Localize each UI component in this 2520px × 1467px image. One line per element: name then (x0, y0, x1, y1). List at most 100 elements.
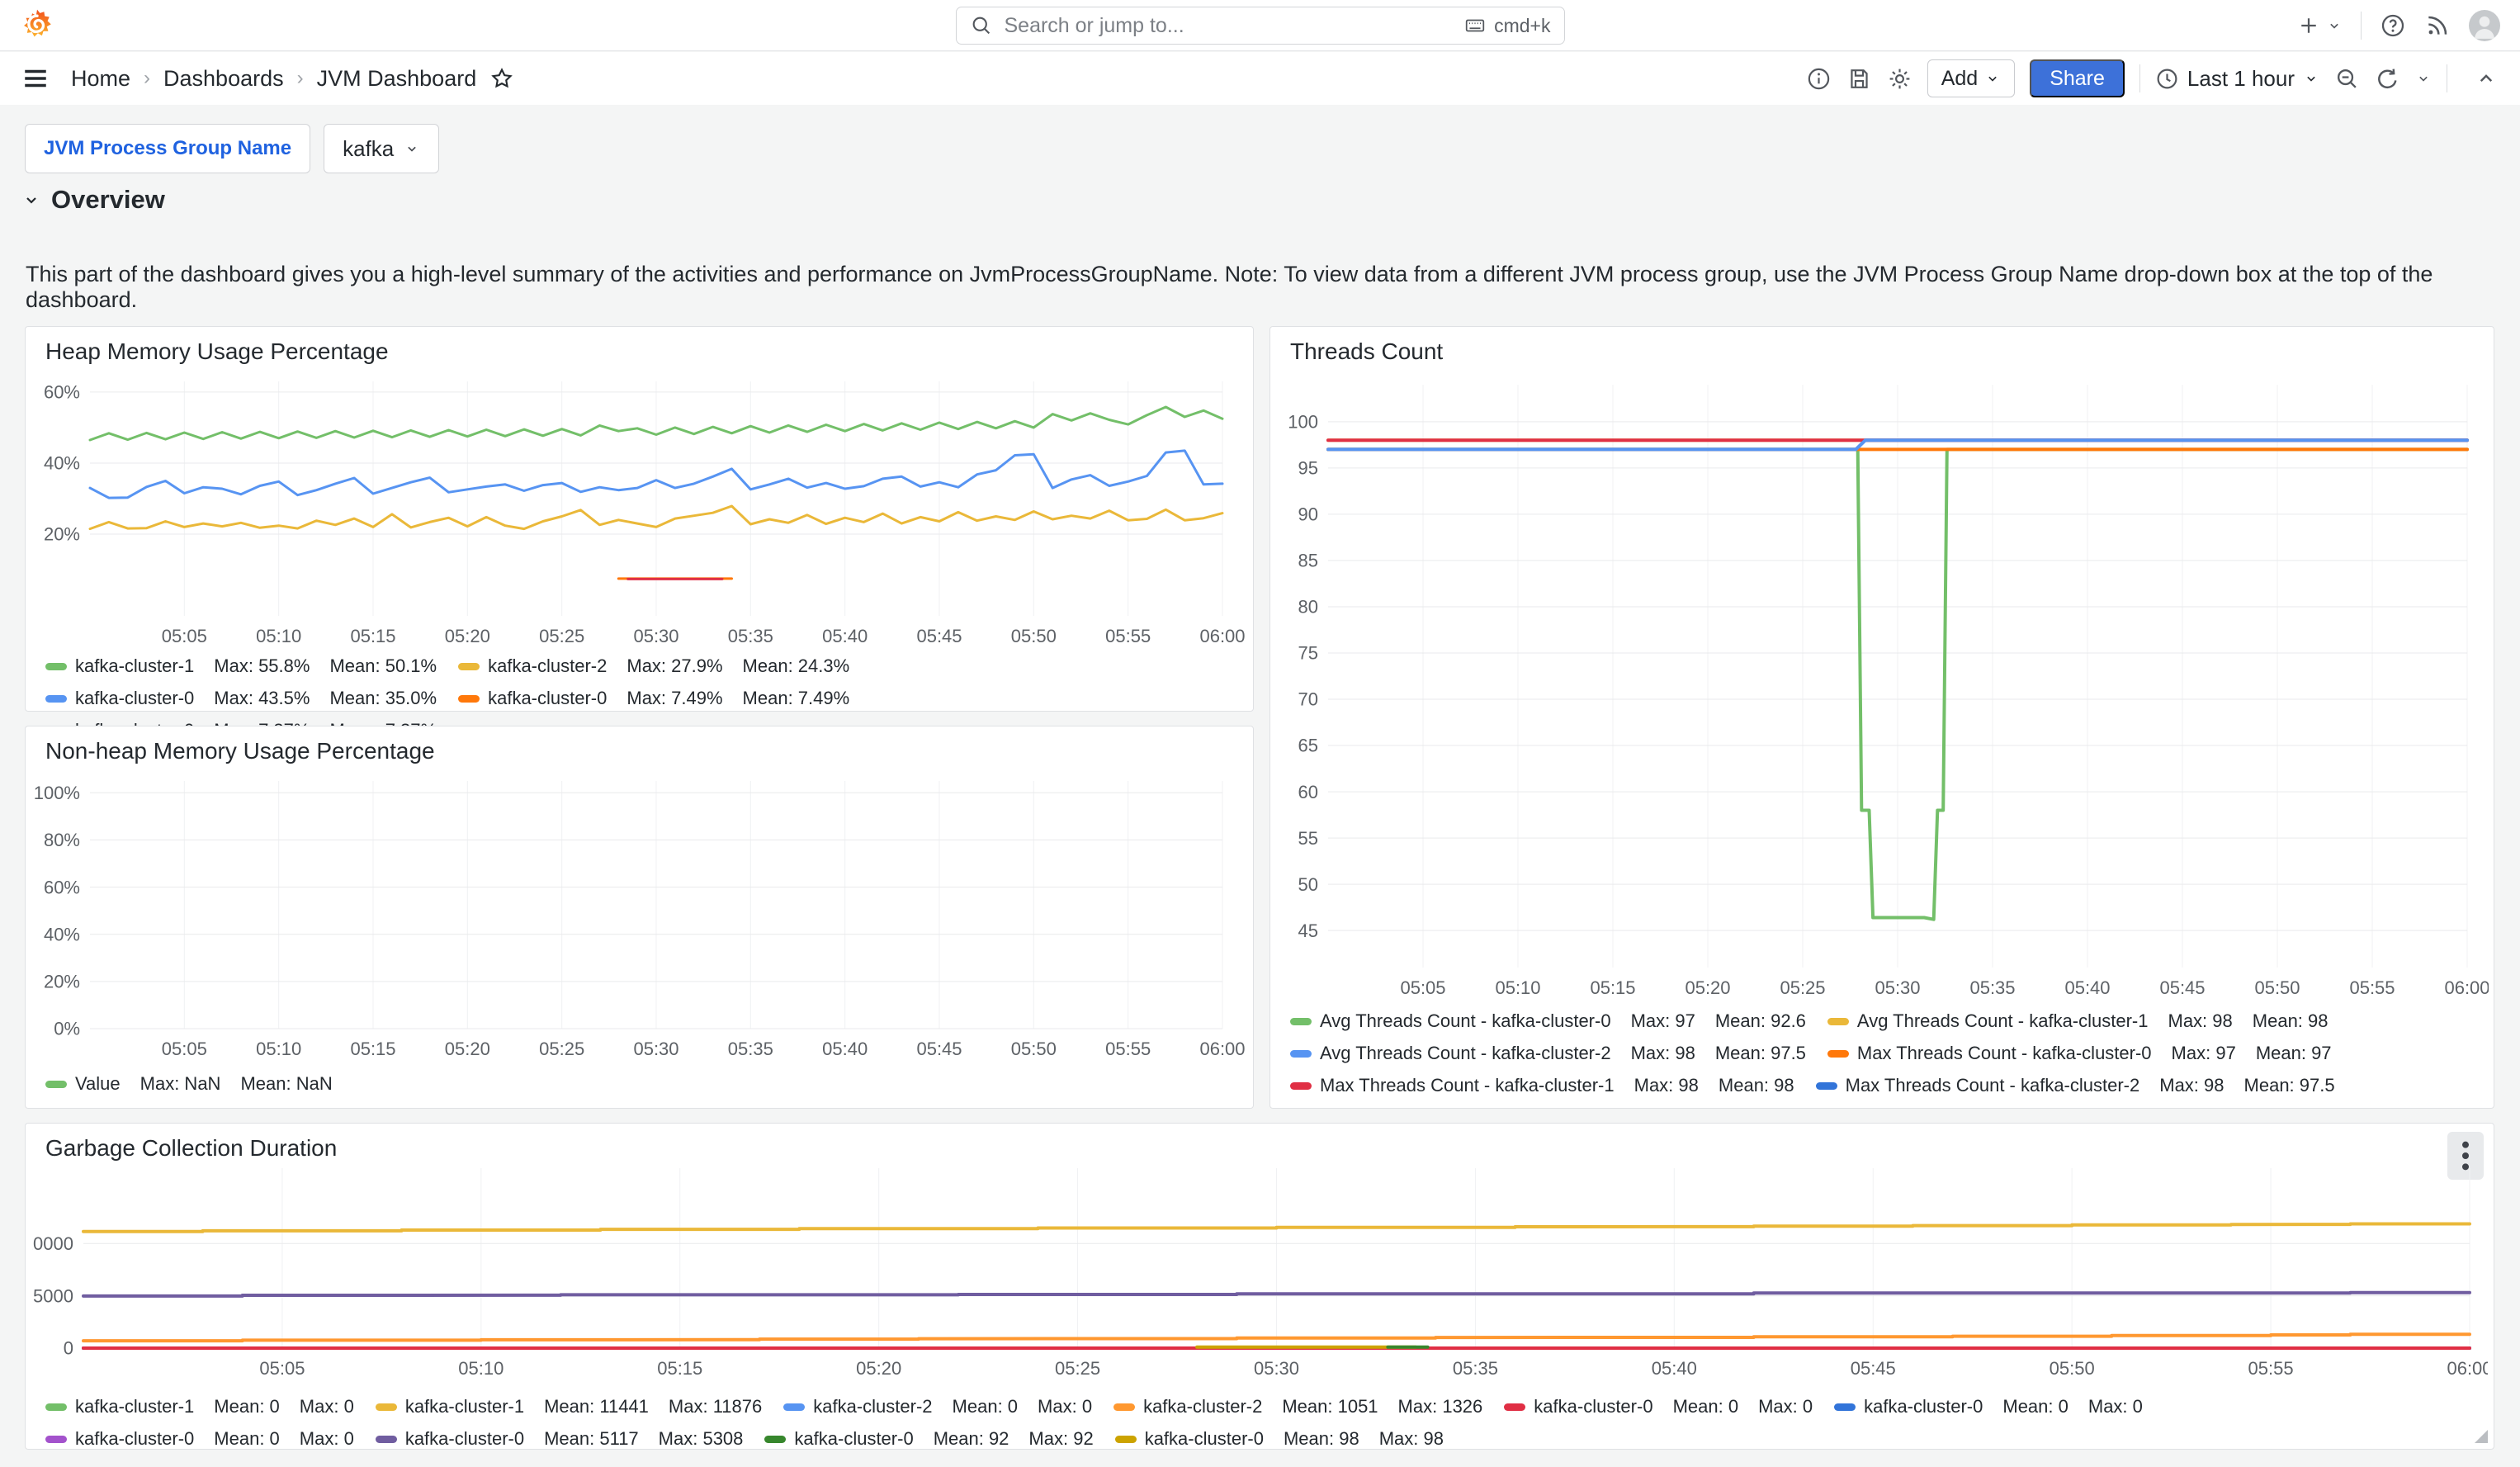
legend-swatch (458, 694, 480, 703)
panel-title-heap-memory[interactable]: Heap Memory Usage Percentage (45, 338, 389, 364)
svg-text:05:10: 05:10 (1495, 977, 1540, 998)
collapse-toolbar-icon[interactable] (2474, 66, 2499, 91)
refresh-interval-chevron-icon[interactable] (2415, 70, 2432, 87)
legend-item[interactable]: kafka-cluster-1 Mean: 11441 Max: 11876 (375, 1396, 762, 1417)
svg-text:05:35: 05:35 (728, 626, 773, 646)
legend-item[interactable]: kafka-cluster-0 Mean: 5117 Max: 5308 (375, 1428, 743, 1450)
legend-stat: Mean: 97.5 (1714, 1043, 1806, 1063)
legend-item[interactable]: kafka-cluster-0 Mean: 92 Max: 92 (764, 1428, 1094, 1450)
legend-stat: Max: 98 (1630, 1043, 1695, 1063)
help-icon[interactable] (2380, 12, 2406, 39)
panel-heap-memory: Heap Memory Usage Percentage 20% 40% 60% 05… (25, 326, 1254, 741)
global-search[interactable]: cmd+k (955, 7, 1565, 45)
legend-item[interactable]: kafka-cluster-0 Max: 43.5% Mean: 35.0% (45, 688, 437, 709)
chevron-down-icon (1988, 76, 1997, 82)
legend-swatch (1815, 1081, 1837, 1090)
gc-duration-chart[interactable]: 0 5000 10000 05:05 05:10 05:15 05:20 05:25 05:30… (32, 1158, 2488, 1383)
legend-stat: Max: 0 (1038, 1396, 1093, 1417)
legend-item[interactable]: kafka-cluster-0 Mean: 0 Max: 0 (45, 1428, 354, 1450)
legend-stat: Max: 98 (2168, 1010, 2233, 1031)
heap-memory-chart[interactable]: 20% 40% 60% 05:05 05:10 05:15 05:20 05:25 05:30 0… (32, 371, 1246, 652)
news-rss-icon[interactable] (2424, 12, 2451, 39)
variable-label-jvm-process-group[interactable]: JVM Process Group Name (25, 124, 311, 173)
threads-count-legend: Avg Threads Count - kafka-cluster-0 Max: … (1290, 1010, 2479, 1096)
grafana-logo-icon[interactable] (20, 8, 54, 43)
svg-text:05:30: 05:30 (1254, 1358, 1299, 1379)
legend-item[interactable]: Avg Threads Count - kafka-cluster-1 Max: … (1827, 1010, 2329, 1032)
panel-menu-kebab-icon[interactable] (2447, 1132, 2484, 1180)
svg-text:05:15: 05:15 (657, 1358, 702, 1379)
search-input[interactable] (1002, 12, 1454, 39)
breadcrumb-home[interactable]: Home (71, 65, 131, 91)
legend-stat: Max: NaN (139, 1073, 221, 1094)
legend-item[interactable]: kafka-cluster-0 Mean: 0 Max: 0 (1504, 1396, 1813, 1417)
legend-label: Avg Threads Count - kafka-cluster-2 (1320, 1043, 1611, 1063)
divider (2361, 11, 2362, 40)
legend-item[interactable]: kafka-cluster-2 Mean: 1051 Max: 1326 (1113, 1396, 1482, 1417)
zoom-out-time-icon[interactable] (2334, 66, 2360, 92)
threads-count-chart[interactable]: 45 50 55 60 65 70 75 80 85 90 95 100 05:05 05:10 05:15… (1277, 371, 2489, 1007)
legend-item[interactable]: Max Threads Count - kafka-cluster-2 Max: … (1815, 1075, 2335, 1096)
svg-text:05:55: 05:55 (1105, 1039, 1151, 1059)
legend-stat: Mean: 7.49% (742, 688, 850, 708)
svg-text:05:35: 05:35 (1969, 977, 2015, 998)
legend-item[interactable]: kafka-cluster-0 Max: 7.49% Mean: 7.49% (458, 688, 849, 709)
variable-value-dropdown[interactable]: kafka (324, 124, 440, 173)
legend-item[interactable]: kafka-cluster-2 Mean: 0 Max: 0 (783, 1396, 1092, 1417)
add-button[interactable]: Add (1927, 59, 2016, 97)
svg-text:40%: 40% (44, 924, 80, 944)
legend-stat: Mean: 0 (2002, 1396, 2068, 1417)
star-icon[interactable] (489, 66, 514, 91)
panel-title-gc-duration[interactable]: Garbage Collection Duration (45, 1135, 338, 1161)
save-dashboard-icon[interactable] (1846, 66, 1872, 92)
legend-label: Max Threads Count - kafka-cluster-2 (1845, 1075, 2140, 1096)
legend-item[interactable]: kafka-cluster-1 Max: 55.8% Mean: 50.1% (45, 655, 437, 677)
legend-item[interactable]: kafka-cluster-0 Mean: 0 Max: 0 (1834, 1396, 2143, 1417)
non-heap-memory-chart[interactable]: 0% 20% 40% 60% 80% 100% 05:05 05:10 05:15 05:20 05… (32, 768, 1246, 1067)
legend-swatch (45, 662, 67, 670)
chevron-down-icon (408, 146, 417, 152)
new-button[interactable] (2296, 13, 2343, 38)
legend-item[interactable]: kafka-cluster-1 Mean: 0 Max: 0 (45, 1396, 354, 1417)
legend-item[interactable]: Max Threads Count - kafka-cluster-1 Max: … (1290, 1075, 1794, 1096)
legend-stat: Max: 97 (2171, 1043, 2236, 1063)
svg-text:05:55: 05:55 (1105, 626, 1151, 646)
row-overview[interactable]: Overview (21, 185, 165, 215)
panel-title-nonheap-memory[interactable]: Non-heap Memory Usage Percentage (45, 738, 435, 764)
legend-stat: Max: 55.8% (214, 655, 310, 676)
dashboard-settings-icon[interactable] (1887, 66, 1912, 92)
legend-swatch (1114, 1435, 1137, 1443)
search-icon (970, 14, 993, 37)
legend-item[interactable]: kafka-cluster-0 Mean: 98 Max: 98 (1114, 1428, 1444, 1450)
share-button[interactable]: Share (2030, 59, 2125, 97)
panel-title-threads-count[interactable]: Threads Count (1290, 338, 1444, 364)
avatar[interactable] (2469, 9, 2500, 41)
svg-text:05:35: 05:35 (1453, 1358, 1498, 1379)
time-range-picker[interactable]: Last 1 hour (2155, 66, 2319, 92)
legend-item[interactable]: Max Threads Count - kafka-cluster-0 Max: … (1827, 1043, 2332, 1064)
legend-stat: Mean: 98 (2252, 1010, 2329, 1031)
panel-resize-handle[interactable] (2475, 1430, 2488, 1443)
legend-swatch (375, 1435, 397, 1443)
svg-text:80%: 80% (44, 830, 80, 850)
breadcrumb-dashboards[interactable]: Dashboards (163, 65, 284, 91)
legend-item[interactable]: Avg Threads Count - kafka-cluster-0 Max: … (1290, 1010, 1806, 1032)
legend-stat: Max: 98 (2159, 1075, 2225, 1096)
svg-text:05:45: 05:45 (916, 1039, 962, 1059)
chevron-down-icon (26, 197, 36, 204)
svg-text:60: 60 (1298, 782, 1318, 802)
legend-item[interactable]: Avg Threads Count - kafka-cluster-2 Max: … (1290, 1043, 1806, 1064)
legend-stat: Mean: 0 (1672, 1396, 1739, 1417)
panel-info-icon[interactable] (1806, 66, 1832, 92)
refresh-icon[interactable] (2375, 66, 2400, 92)
svg-text:10000: 10000 (32, 1233, 73, 1254)
svg-text:75: 75 (1298, 643, 1318, 664)
dashboard-variables: JVM Process Group Name kafka (25, 124, 440, 173)
keyboard-icon (1463, 15, 1487, 36)
svg-text:95: 95 (1298, 458, 1318, 479)
svg-text:05:40: 05:40 (1652, 1358, 1697, 1379)
legend-item[interactable]: Value Max: NaN Mean: NaN (45, 1073, 333, 1095)
mega-menu-icon[interactable] (21, 64, 50, 92)
breadcrumb-separator: › (296, 67, 304, 89)
legend-item[interactable]: kafka-cluster-2 Max: 27.9% Mean: 24.3% (458, 655, 849, 677)
